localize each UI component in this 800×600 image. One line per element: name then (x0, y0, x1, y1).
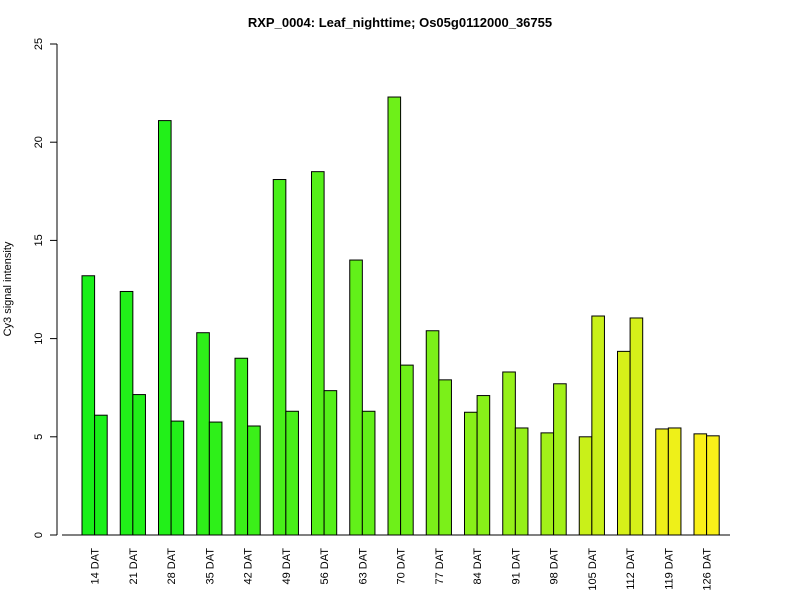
bar (502, 371, 516, 536)
bar (132, 394, 146, 536)
x-tick-label: 126 DAT (702, 548, 714, 591)
bar (667, 427, 682, 536)
x-axis: 14 DAT 21 DAT 28 DAT 35 DAT 42 DAT 49 DAT 56 D… (62, 534, 730, 591)
bar (387, 96, 402, 536)
bar (119, 290, 134, 536)
x-tick-label: 112 DAT (625, 548, 637, 590)
bars-group (81, 96, 720, 536)
bar (208, 421, 223, 536)
y-tick-label: 25 (33, 38, 45, 50)
bar (706, 435, 720, 536)
bar (591, 315, 605, 536)
y-tick-label: 20 (33, 136, 45, 148)
y-axis: 0 5 10 15 20 25 (33, 38, 58, 538)
bar (285, 410, 299, 536)
x-tick-label: 91 DAT (510, 548, 522, 585)
bar (247, 425, 261, 536)
x-tick-label: 84 DAT (472, 548, 484, 585)
y-tick-label: 5 (33, 434, 45, 440)
bar (425, 330, 440, 536)
y-axis-label: Cy3 signal intensity (2, 241, 14, 336)
bar (438, 379, 452, 536)
bar (578, 436, 593, 536)
bar (693, 433, 708, 536)
bar (655, 428, 669, 536)
x-tick-label: 119 DAT (663, 548, 675, 590)
bar (272, 179, 287, 536)
x-tick-label: 77 DAT (434, 548, 446, 585)
x-tick-label: 63 DAT (357, 548, 369, 585)
x-tick-label: 49 DAT (281, 548, 293, 585)
x-tick-label: 56 DAT (319, 548, 331, 585)
x-tick-label: 98 DAT (549, 548, 561, 585)
bar (349, 259, 363, 536)
bar (629, 317, 644, 536)
x-tick-label: 28 DAT (166, 548, 178, 585)
bar (323, 390, 338, 536)
bar (617, 350, 631, 536)
bar (464, 411, 478, 536)
x-tick-label: 14 DAT (90, 548, 102, 585)
bar (514, 427, 529, 536)
bar (94, 414, 108, 536)
bar (540, 432, 555, 536)
x-tick-label: 42 DAT (243, 548, 255, 585)
y-tick-label: 0 (33, 532, 45, 538)
bar (361, 410, 376, 536)
bar (81, 275, 96, 536)
bar (311, 171, 325, 536)
bar (234, 357, 249, 536)
x-tick-label: 70 DAT (396, 548, 408, 585)
chart-title: RXP_0004: Leaf_nighttime; Os05g0112000_3… (248, 15, 552, 30)
bar (170, 420, 185, 536)
bar (196, 332, 210, 536)
y-tick-label: 15 (33, 234, 45, 246)
x-tick-label: 105 DAT (587, 548, 599, 591)
bar (400, 364, 414, 536)
x-tick-label: 35 DAT (204, 548, 216, 585)
bar (158, 120, 172, 536)
bar (476, 395, 491, 536)
x-tick-label: 21 DAT (128, 548, 140, 585)
y-tick-label: 10 (33, 332, 45, 344)
bar (553, 383, 567, 536)
